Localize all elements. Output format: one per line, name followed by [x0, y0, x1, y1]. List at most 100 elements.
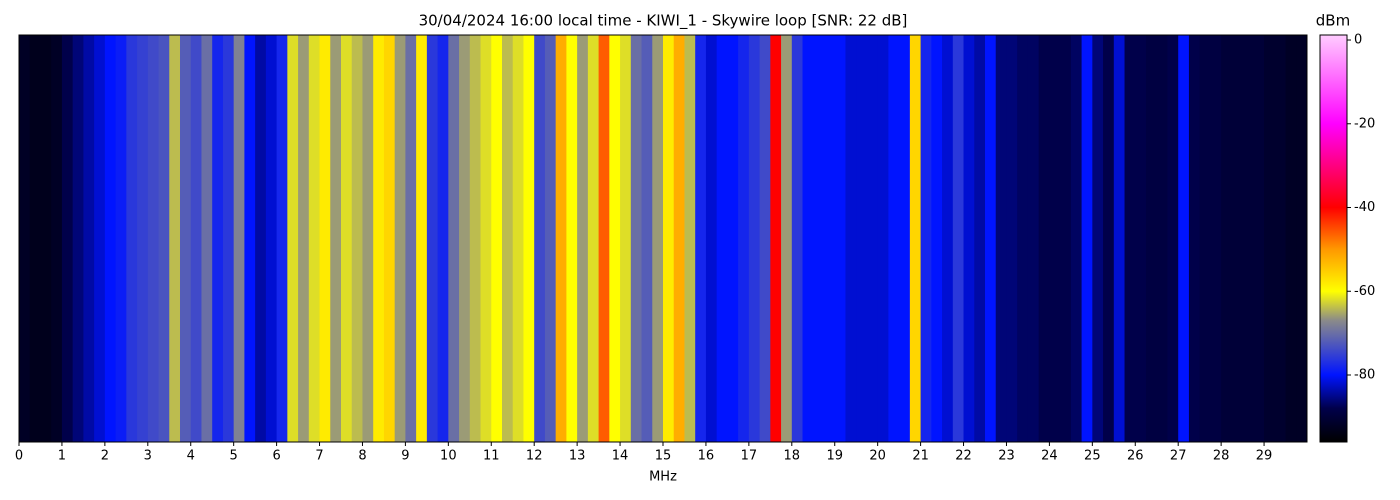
- spectrum-column: [255, 35, 267, 442]
- spectrum-column: [824, 35, 836, 442]
- x-tick-label: 26: [1127, 449, 1144, 464]
- spectrum-column: [104, 35, 117, 442]
- spectrum-column: [1221, 35, 1233, 442]
- spectrum-column: [201, 35, 213, 442]
- spectrum-column: [1167, 35, 1179, 442]
- spectrum-column: [502, 35, 514, 442]
- x-tick-label: 15: [655, 449, 672, 464]
- colorbar-tick-label: -20: [1354, 116, 1375, 131]
- x-tick-label: 23: [998, 449, 1015, 464]
- spectrum-column: [1006, 35, 1018, 442]
- x-tick-label: 19: [826, 449, 843, 464]
- spectrum-column: [727, 35, 739, 442]
- spectrum-column: [1124, 35, 1136, 442]
- spectrum-column: [1264, 35, 1276, 442]
- spectrum-column: [1242, 35, 1254, 442]
- x-tick-label: 28: [1213, 449, 1230, 464]
- spectrum-column: [373, 35, 385, 442]
- spectrum-column: [791, 35, 804, 442]
- x-tick-label: 1: [58, 449, 66, 464]
- spectrum-column: [899, 35, 911, 442]
- colorbar-tick-label: -80: [1354, 368, 1375, 383]
- spectrum-column: [94, 35, 106, 442]
- spectrum-column: [319, 35, 331, 442]
- spectrum-column: [212, 35, 224, 442]
- spectrum-column: [845, 35, 857, 442]
- spectrum-column: [491, 35, 503, 442]
- x-tick-label: 3: [144, 449, 152, 464]
- spectrum-column: [72, 35, 84, 442]
- spectrum-column: [630, 35, 643, 442]
- spectrum-column: [1081, 35, 1093, 442]
- spectrum-column: [609, 35, 621, 442]
- spectrum-column: [1178, 35, 1190, 442]
- spectrum-column: [1038, 35, 1050, 442]
- spectrum-column: [61, 35, 74, 442]
- spectrum-column: [341, 35, 353, 442]
- spectrum-column: [51, 35, 63, 442]
- spectrum-column: [995, 35, 1007, 442]
- x-tick-label: 24: [1041, 449, 1058, 464]
- spectrum-column: [577, 35, 589, 442]
- spectrum-column: [888, 35, 900, 442]
- spectrum-column: [405, 35, 417, 442]
- spectrum-column: [137, 35, 149, 442]
- spectrum-column: [180, 35, 192, 442]
- x-tick-label: 2: [101, 449, 109, 464]
- spectrum-column: [1156, 35, 1168, 442]
- spectrum-column: [1027, 35, 1040, 442]
- x-tick-label: 8: [358, 449, 366, 464]
- x-tick-label: 20: [869, 449, 886, 464]
- spectrum-column: [663, 35, 675, 442]
- spectrum-column: [330, 35, 342, 442]
- spectrum-column: [534, 35, 546, 442]
- spectrum-column: [147, 35, 160, 442]
- spectrum-column: [770, 35, 782, 442]
- spectrum-column: [866, 35, 879, 442]
- spectrum-column: [19, 35, 31, 442]
- spectrum-column: [802, 35, 814, 442]
- colorbar-tick-label: 0: [1354, 33, 1362, 48]
- spectrum-column: [426, 35, 439, 442]
- spectrum-column: [126, 35, 138, 442]
- spectrum-column: [963, 35, 975, 442]
- spectrum-column: [598, 35, 610, 442]
- spectrum-column: [544, 35, 557, 442]
- spectrum-column: [652, 35, 664, 442]
- spectrum-column: [29, 35, 41, 442]
- colorbar: [1319, 34, 1348, 443]
- x-tick-label: 6: [272, 449, 280, 464]
- spectrum-column: [1199, 35, 1211, 442]
- spectrum-column: [40, 35, 52, 442]
- spectrum-column: [1253, 35, 1265, 442]
- spectrum-column: [233, 35, 245, 442]
- spectrum-column: [169, 35, 181, 442]
- spectrum-column: [1060, 35, 1072, 442]
- spectrum-column: [555, 35, 567, 442]
- spectrum-column: [523, 35, 535, 442]
- spectrum-column: [383, 35, 396, 442]
- spectrum-column: [952, 35, 965, 442]
- x-tick-label: 9: [401, 449, 409, 464]
- x-tick-label: 13: [569, 449, 586, 464]
- x-tick-label: 12: [526, 449, 543, 464]
- spectrum-column: [158, 35, 170, 442]
- x-tick-label: 11: [483, 449, 500, 464]
- spectrum-column: [813, 35, 825, 442]
- spectrum-column: [705, 35, 718, 442]
- x-tick-label: 14: [612, 449, 629, 464]
- spectrum-column: [1188, 35, 1201, 442]
- spectrum-column: [1049, 35, 1061, 442]
- spectrum-column: [459, 35, 471, 442]
- x-tick-label: 25: [1084, 449, 1101, 464]
- spectrum-column: [448, 35, 460, 442]
- spectrum-column: [222, 35, 235, 442]
- spectrum-column: [587, 35, 600, 442]
- spectrum-column: [1274, 35, 1287, 442]
- spectrum-column: [942, 35, 954, 442]
- colorbar-tick-label: -40: [1354, 200, 1375, 215]
- colorbar-label: dBm: [1316, 12, 1350, 30]
- x-tick-label: 21: [912, 449, 929, 464]
- x-axis-label: MHz: [649, 470, 677, 485]
